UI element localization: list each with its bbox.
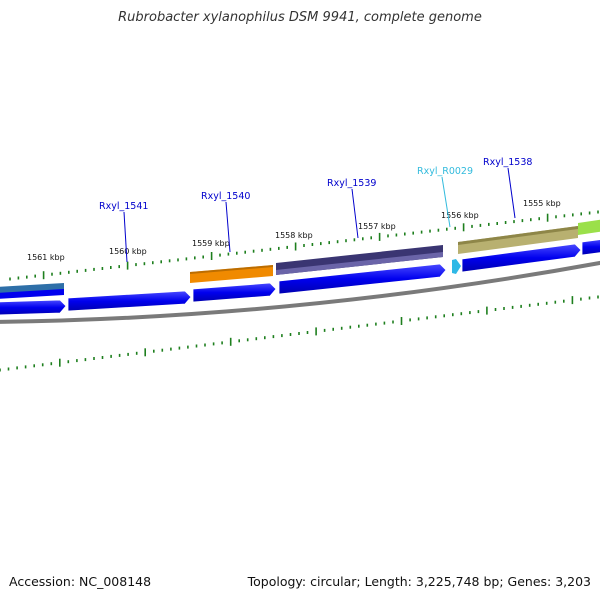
genome-summary-text: Topology: circular; Length: 3,225,748 bp…	[247, 574, 591, 589]
scale-label: 1560 kbp	[109, 247, 147, 256]
cds-arrow[interactable]	[67, 290, 192, 312]
gene-bar-rxyl-1538-shade	[458, 226, 578, 245]
trna-arrow[interactable]	[452, 259, 461, 274]
cds-arrow[interactable]	[461, 243, 582, 273]
gene-label-rxyl-1539[interactable]: Rxyl_1539	[327, 178, 376, 189]
leader-rxyl-r0029	[441, 176, 451, 228]
cds-arrow[interactable]	[192, 282, 277, 303]
cds-arrow[interactable]	[278, 263, 447, 295]
gene-bar-rxyl-1541-strip	[0, 289, 64, 299]
outer-scale-ticks	[9, 210, 599, 281]
leader-rxyl-1538	[507, 167, 516, 219]
gene-bar-extra[interactable]	[578, 219, 600, 235]
leader-rxyl-1540	[225, 201, 231, 253]
cds-arrow[interactable]	[581, 239, 600, 256]
cds-arrow[interactable]	[0, 299, 67, 316]
gene-feature-track	[0, 219, 600, 299]
gene-bar-rxyl-1539-hl	[276, 252, 443, 275]
scale-label: 1555 kbp	[523, 199, 561, 208]
scale-label: 1557 kbp	[358, 222, 396, 231]
gene-bar-rxyl-1540[interactable]	[190, 265, 273, 283]
genome-backbone	[0, 260, 600, 324]
gene-label-rxyl-r0029[interactable]: Rxyl_R0029	[417, 166, 473, 177]
cds-track	[0, 239, 600, 316]
label-leaders	[123, 167, 516, 263]
leader-rxyl-1541	[123, 211, 128, 263]
scale-labels: 1561 kbp 1560 kbp 1559 kbp 1558 kbp 1557…	[27, 199, 561, 262]
accession-text: Accession: NC_008148	[9, 574, 152, 589]
scale-label: 1556 kbp	[441, 211, 479, 220]
scale-label: 1559 kbp	[192, 239, 230, 248]
gene-bar-rxyl-1540-shade	[190, 265, 273, 274]
gene-label-rxyl-1538[interactable]: Rxyl_1538	[483, 157, 532, 168]
gene-label-rxyl-1541[interactable]: Rxyl_1541	[99, 201, 148, 212]
inner-scale-ticks	[0, 295, 599, 372]
map-title: Rubrobacter xylanophilus DSM 9941, compl…	[118, 10, 482, 25]
scale-label: 1558 kbp	[275, 231, 313, 240]
scale-label: 1561 kbp	[27, 253, 65, 262]
leader-rxyl-1539	[351, 188, 359, 239]
gene-label-rxyl-1540[interactable]: Rxyl_1540	[201, 191, 250, 202]
gene-labels: Rxyl_1541 Rxyl_1540 Rxyl_1539 Rxyl_R0029…	[99, 157, 532, 212]
